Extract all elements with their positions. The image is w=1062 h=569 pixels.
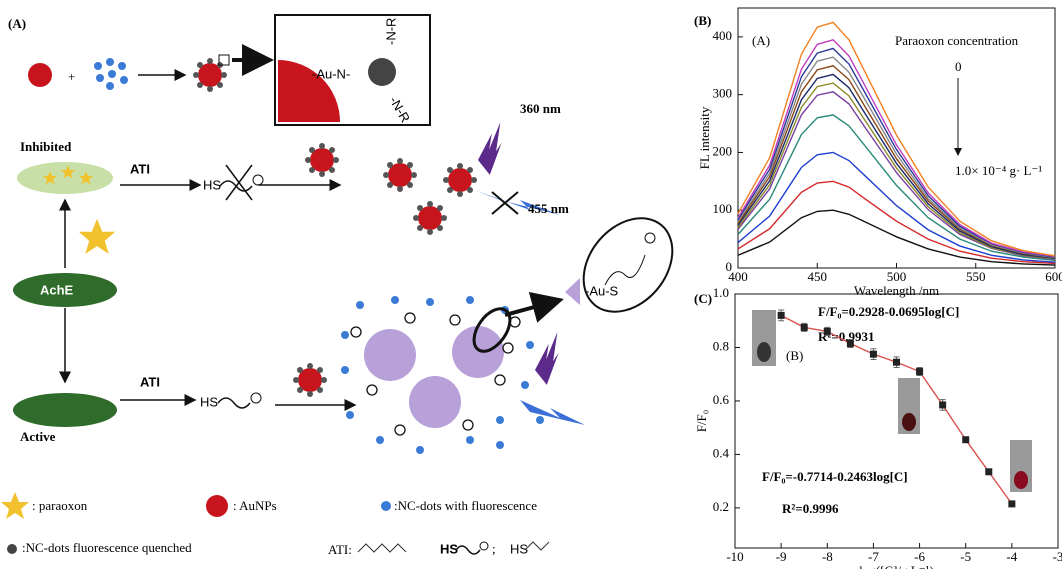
plot-frame <box>734 293 1059 549</box>
x-tick-label: -3 <box>1053 549 1062 564</box>
data-point <box>939 401 947 409</box>
annotation: (A) <box>752 33 770 48</box>
data-point <box>777 311 785 319</box>
zoom-box <box>218 54 230 66</box>
legend-text: HS <box>440 541 458 556</box>
annotation: 1.0× 10⁻⁴ g· L⁻¹ <box>955 163 1042 178</box>
legend-text: :NC-dots fluorescence quenched <box>22 540 192 555</box>
data-point <box>985 468 993 476</box>
x-axis-label: Wavelength /nm <box>854 283 939 298</box>
y-tick-label: 1.0 <box>713 285 729 300</box>
x-tick-label: 600 <box>1045 269 1062 284</box>
legend-text: : AuNPs <box>233 498 277 513</box>
annotation: Paraoxon concentration <box>895 33 1019 48</box>
y-tick-label: 400 <box>713 28 733 43</box>
series-line <box>737 21 1056 257</box>
inhibited-enzyme <box>17 162 113 194</box>
legend-text: : paraoxon <box>32 498 88 513</box>
x-axis-label: log([C]/g L⁻¹) <box>859 563 934 569</box>
series-line <box>737 73 1056 259</box>
panel-label: (B) <box>694 13 711 28</box>
series-line <box>737 180 1056 265</box>
data-point <box>846 339 854 347</box>
x-tick-label: 400 <box>728 269 748 284</box>
emission-label: 455 nm <box>528 201 569 216</box>
data-point <box>893 358 900 366</box>
y-tick-label: 100 <box>713 201 733 216</box>
x-tick-label: 550 <box>966 269 986 284</box>
annotation: F/F₀=-0.7714-0.2463log[C] <box>762 469 908 484</box>
series-line <box>737 38 1056 258</box>
series-line <box>737 209 1056 266</box>
data-point <box>800 323 808 331</box>
aunp <box>28 63 52 87</box>
legend-text: ; <box>492 541 496 556</box>
x-tick-label: -4 <box>1006 549 1017 564</box>
ati-label: ATI <box>140 374 160 389</box>
bond-label: -N-R <box>383 18 398 45</box>
series-line <box>737 151 1056 263</box>
y-tick-label: 0.2 <box>713 499 729 514</box>
y-tick-label: 200 <box>713 143 733 158</box>
excitation-label: 360 nm <box>520 101 561 116</box>
quenched-aunp <box>193 58 227 92</box>
nc-dots <box>94 58 128 90</box>
y-tick-label: 0.8 <box>713 338 729 353</box>
annotation: R²=0.9996 <box>782 501 839 516</box>
legend-text: HS <box>510 541 528 556</box>
legend-text: :NC-dots with fluorescence <box>394 498 537 513</box>
nc-dot <box>368 58 396 86</box>
annotation: F/F₀=0.2928-0.0695log[C] <box>818 304 959 319</box>
panel-label: (A) <box>8 16 26 31</box>
schematic: (A) + -Au-N- -N-R -N-R Inhibited ATI HS … <box>1 14 674 557</box>
x-tick-label: -7 <box>868 549 879 564</box>
enzyme <box>13 273 117 307</box>
series-line <box>737 56 1056 259</box>
legend-text: ATI: <box>328 542 352 557</box>
x-tick-label: -10 <box>726 549 743 564</box>
series-line <box>737 82 1056 260</box>
x-tick-label: -8 <box>822 549 833 564</box>
x-tick-label: -5 <box>960 549 971 564</box>
y-tick-label: 300 <box>713 86 733 101</box>
hs-label: HS <box>200 394 218 409</box>
active-enzyme <box>13 393 117 427</box>
bond-label: -Au-N- <box>312 66 350 81</box>
nc-network <box>341 296 544 454</box>
data-point <box>1008 500 1016 508</box>
y-tick-label: 0.4 <box>713 445 730 460</box>
y-tick-label: 0 <box>726 259 733 274</box>
data-point <box>869 350 877 358</box>
annotation: 0 <box>955 59 962 74</box>
data-point <box>823 327 831 335</box>
series-line <box>737 114 1056 262</box>
bond-label: -Au-S <box>585 283 619 298</box>
x-tick-label: -6 <box>914 549 925 564</box>
y-axis-label: FL intensity <box>697 106 712 169</box>
data-point <box>962 436 970 444</box>
data-point <box>916 368 924 376</box>
inhibited-label: Inhibited <box>20 139 72 154</box>
enzyme-label: AchE <box>40 282 74 297</box>
active-label: Active <box>20 429 56 444</box>
series-line <box>737 65 1056 259</box>
panel-label: (C) <box>694 291 712 306</box>
au-surface <box>278 60 340 122</box>
emission <box>474 190 560 215</box>
plus: + <box>68 69 75 84</box>
annotation: R²=0.9931 <box>818 329 874 344</box>
hs-label: HS <box>203 177 221 192</box>
y-axis-label: F/F₀ <box>694 410 709 433</box>
ati-label: ATI <box>130 161 150 176</box>
annotation: (B) <box>786 348 803 363</box>
x-tick-label: -9 <box>776 549 787 564</box>
x-tick-label: 450 <box>808 269 828 284</box>
x-tick-label: 500 <box>887 269 907 284</box>
y-tick-label: 0.6 <box>713 392 730 407</box>
